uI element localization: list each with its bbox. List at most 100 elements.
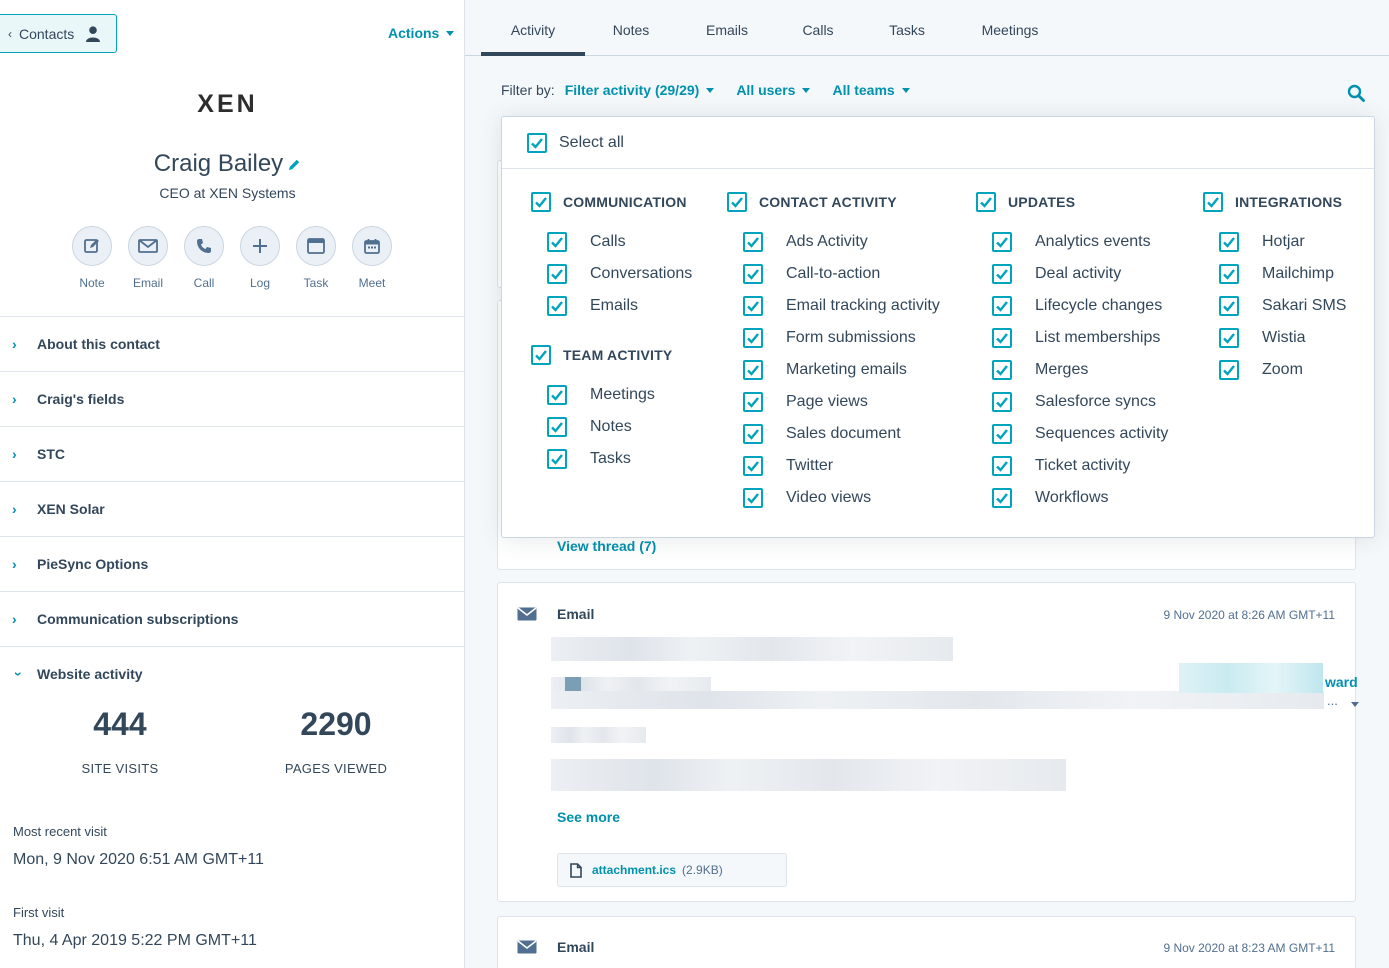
option-checkbox[interactable] xyxy=(743,360,763,380)
note-action[interactable]: Note xyxy=(70,226,114,290)
filter-users-dropdown[interactable]: All users xyxy=(736,82,811,98)
actions-dropdown[interactable]: Actions xyxy=(388,25,455,41)
option-checkbox[interactable] xyxy=(1219,328,1239,348)
section-stc[interactable]: › STC xyxy=(0,426,464,481)
filter-option-emails[interactable]: Emails xyxy=(547,296,638,316)
back-to-contacts-button[interactable]: ‹ Contacts xyxy=(0,14,117,53)
option-checkbox[interactable] xyxy=(743,232,763,252)
option-checkbox[interactable] xyxy=(1219,232,1239,252)
tab-emails[interactable]: Emails xyxy=(705,22,748,38)
tab-meetings[interactable]: Meetings xyxy=(981,22,1039,38)
filter-option-twitter[interactable]: Twitter xyxy=(743,456,833,476)
filter-option-meetings[interactable]: Meetings xyxy=(547,385,655,405)
option-checkbox[interactable] xyxy=(992,488,1012,508)
option-checkbox[interactable] xyxy=(547,385,567,405)
meet-action[interactable]: Meet xyxy=(350,226,394,290)
group-contact-activity[interactable]: CONTACT ACTIVITY xyxy=(727,192,897,212)
filter-option-tasks[interactable]: Tasks xyxy=(547,449,631,469)
option-checkbox[interactable] xyxy=(992,456,1012,476)
filter-option-analytics-events[interactable]: Analytics events xyxy=(992,232,1151,252)
filter-option-salesforce-syncs[interactable]: Salesforce syncs xyxy=(992,392,1156,412)
filter-option-zoom[interactable]: Zoom xyxy=(1219,360,1303,380)
section-website-activity[interactable]: › Website activity xyxy=(0,646,464,701)
tab-notes[interactable]: Notes xyxy=(612,22,650,38)
call-button[interactable] xyxy=(184,226,224,266)
filter-option-sakari-sms[interactable]: Sakari SMS xyxy=(1219,296,1346,316)
filter-option-calls[interactable]: Calls xyxy=(547,232,626,252)
filter-option-sequences-activity[interactable]: Sequences activity xyxy=(992,424,1168,444)
filter-teams-dropdown[interactable]: All teams xyxy=(832,82,910,98)
filter-option-ticket-activity[interactable]: Ticket activity xyxy=(992,456,1130,476)
filter-option-workflows[interactable]: Workflows xyxy=(992,488,1109,508)
log-action[interactable]: Log xyxy=(238,226,282,290)
filter-option-lifecycle-changes[interactable]: Lifecycle changes xyxy=(992,296,1162,316)
tab-activity[interactable]: Activity xyxy=(510,22,556,38)
filter-option-video-views[interactable]: Video views xyxy=(743,488,871,508)
task-action[interactable]: Task xyxy=(294,226,338,290)
section-craigs-fields[interactable]: › Craig's fields xyxy=(0,371,464,426)
select-all-option[interactable]: Select all xyxy=(502,117,1374,169)
filter-option-form-submissions[interactable]: Form submissions xyxy=(743,328,916,348)
option-checkbox[interactable] xyxy=(743,296,763,316)
filter-option-deal-activity[interactable]: Deal activity xyxy=(992,264,1121,284)
section-about-this-contact[interactable]: › About this contact xyxy=(0,316,464,371)
group-integrations[interactable]: INTEGRATIONS xyxy=(1203,192,1342,212)
note-button[interactable] xyxy=(72,226,112,266)
filter-activity-dropdown[interactable]: Filter activity (29/29) xyxy=(565,82,715,98)
section-communication-subscriptions[interactable]: › Communication subscriptions xyxy=(0,591,464,646)
call-action[interactable]: Call xyxy=(182,226,226,290)
option-checkbox[interactable] xyxy=(547,449,567,469)
section-xen-solar[interactable]: › XEN Solar xyxy=(0,481,464,536)
edit-pencil-icon[interactable] xyxy=(287,158,301,172)
group-checkbox[interactable] xyxy=(727,192,747,212)
option-checkbox[interactable] xyxy=(547,296,567,316)
option-checkbox[interactable] xyxy=(743,264,763,284)
filter-option-wistia[interactable]: Wistia xyxy=(1219,328,1306,348)
select-all-checkbox[interactable] xyxy=(527,132,547,153)
option-checkbox[interactable] xyxy=(547,232,567,252)
filter-option-merges[interactable]: Merges xyxy=(992,360,1088,380)
option-checkbox[interactable] xyxy=(992,360,1012,380)
log-button[interactable] xyxy=(240,226,280,266)
group-team-activity[interactable]: TEAM ACTIVITY xyxy=(531,345,672,365)
option-checkbox[interactable] xyxy=(1219,296,1239,316)
more-options-label[interactable]: ... xyxy=(1327,693,1338,708)
filter-option-conversations[interactable]: Conversations xyxy=(547,264,692,284)
option-checkbox[interactable] xyxy=(992,328,1012,348)
search-icon[interactable] xyxy=(1347,84,1365,102)
filter-option-sales-document[interactable]: Sales document xyxy=(743,424,901,444)
filter-option-call-to-action[interactable]: Call-to-action xyxy=(743,264,880,284)
email-button[interactable] xyxy=(128,226,168,266)
filter-option-hotjar[interactable]: Hotjar xyxy=(1219,232,1305,252)
group-checkbox[interactable] xyxy=(531,345,551,365)
caret-down-icon[interactable] xyxy=(1351,702,1359,707)
filter-option-list-memberships[interactable]: List memberships xyxy=(992,328,1160,348)
option-checkbox[interactable] xyxy=(547,264,567,284)
group-checkbox[interactable] xyxy=(1203,192,1223,212)
option-checkbox[interactable] xyxy=(992,392,1012,412)
option-checkbox[interactable] xyxy=(992,232,1012,252)
view-thread-link[interactable]: View thread (7) xyxy=(557,538,657,554)
group-checkbox[interactable] xyxy=(531,192,551,212)
tab-calls[interactable]: Calls xyxy=(802,22,834,38)
option-checkbox[interactable] xyxy=(547,417,567,437)
option-checkbox[interactable] xyxy=(743,424,763,444)
group-checkbox[interactable] xyxy=(976,192,996,212)
task-button[interactable] xyxy=(296,226,336,266)
see-more-link[interactable]: See more xyxy=(557,809,621,825)
filter-option-email-tracking-activity[interactable]: Email tracking activity xyxy=(743,296,940,316)
filter-option-ads-activity[interactable]: Ads Activity xyxy=(743,232,868,252)
filter-option-marketing-emails[interactable]: Marketing emails xyxy=(743,360,907,380)
option-checkbox[interactable] xyxy=(743,456,763,476)
option-checkbox[interactable] xyxy=(743,392,763,412)
filter-option-page-views[interactable]: Page views xyxy=(743,392,868,412)
option-checkbox[interactable] xyxy=(992,264,1012,284)
group-communication[interactable]: COMMUNICATION xyxy=(531,192,687,212)
group-updates[interactable]: UPDATES xyxy=(976,192,1075,212)
filter-option-mailchimp[interactable]: Mailchimp xyxy=(1219,264,1334,284)
tab-tasks[interactable]: Tasks xyxy=(889,22,925,38)
meet-button[interactable] xyxy=(352,226,392,266)
filter-option-notes[interactable]: Notes xyxy=(547,417,632,437)
attachment-chip[interactable]: attachment.ics (2.9KB) xyxy=(557,853,787,887)
option-checkbox[interactable] xyxy=(992,296,1012,316)
